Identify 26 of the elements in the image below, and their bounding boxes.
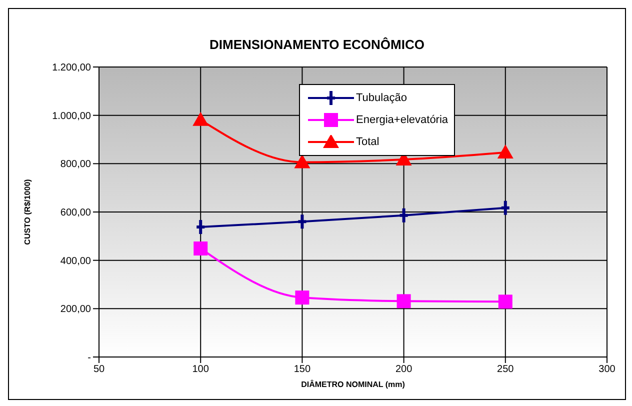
legend-label: Total [356,136,380,148]
x-tick-label: 150 [294,364,311,376]
x-tick-label: 250 [497,364,514,376]
y-tick-label: 200,00 [60,304,92,316]
x-tick-label: 100 [192,364,210,376]
x-tick-label: 300 [598,364,616,376]
point [498,294,512,309]
point [194,241,208,256]
y-tick-label: 600,00 [60,208,92,219]
y-tick-label: 800,00 [60,159,92,170]
point [192,112,209,126]
y-axis-title: CUSTO (R$/1000) [22,178,32,245]
point [295,290,310,305]
x-axis-title: DIÂMETRO NOMINAL (mm) [301,379,406,389]
point [396,294,411,308]
y-tick-label: 1.200,00 [52,62,92,74]
x-tick-label: 50 [93,364,105,376]
y-tick-label: - [88,352,91,364]
y-tick-label: 1.000,00 [52,110,92,122]
point [294,154,310,168]
y-tick-label: 400,00 [60,256,92,267]
point [497,144,514,159]
chart-title: DIMENSIONAMENTO ECONÔMICO [208,37,426,52]
legend-label: Energia+elevatória [356,114,448,126]
legend-label: Tubulação [356,92,407,104]
x-tick-label: 200 [395,364,413,376]
